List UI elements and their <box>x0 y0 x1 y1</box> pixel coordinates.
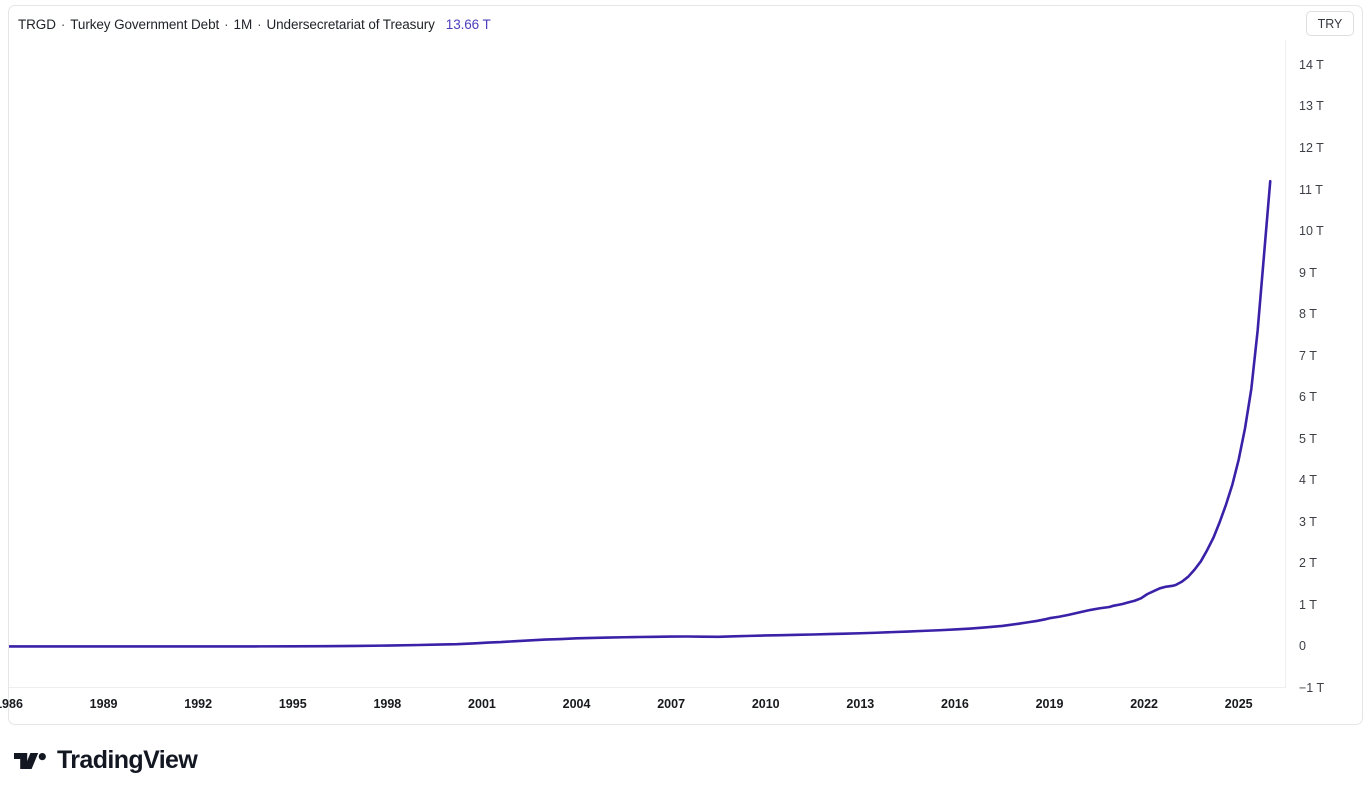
x-axis-label: 2010 <box>751 697 780 711</box>
series-canvas <box>9 179 1272 648</box>
x-axis-label: 2007 <box>657 697 686 711</box>
x-axis-label: 1995 <box>278 697 307 711</box>
y-axis-label: −1 T <box>1299 681 1325 695</box>
y-axis-label: 8 T <box>1299 307 1317 322</box>
tradingview-logo-icon <box>14 752 46 769</box>
y-axis-label: 4 T <box>1299 473 1317 488</box>
series-line-debt <box>9 179 1272 648</box>
legend-separator-3: · <box>257 16 262 32</box>
y-axis-label: 11 T <box>1299 182 1323 197</box>
legend-separator-1: · <box>60 16 66 32</box>
x-axis-label: 2016 <box>941 697 969 711</box>
legend-ticker: TRGD <box>18 16 56 32</box>
y-axis-label: 3 T <box>1299 514 1317 529</box>
chart-legend: TRGD · Turkey Government Debt · 1M · Und… <box>18 14 491 34</box>
y-axis-label: 2 T <box>1299 556 1317 571</box>
chart-panel: TRGD · Turkey Government Debt · 1M · Und… <box>0 5 1363 725</box>
y-axis-label: 14 T <box>1299 57 1324 72</box>
y-axis-label: 12 T <box>1299 141 1324 155</box>
y-axis-label: 7 T <box>1299 348 1317 363</box>
y-axis-label: 5 T <box>1299 431 1317 446</box>
plot-area[interactable] <box>9 40 1286 688</box>
legend-source: Undersecretariat of Treasury <box>266 16 435 32</box>
y-axis-label: 6 T <box>1299 390 1317 405</box>
x-axis-label: 2022 <box>1130 697 1159 711</box>
y-axis-label: 0 <box>1299 639 1306 654</box>
tradingview-brand: TradingView <box>14 746 198 774</box>
currency-badge[interactable]: TRY <box>1306 11 1354 36</box>
x-axis-label: 2025 <box>1224 697 1253 711</box>
legend-separator-2: · <box>224 16 229 32</box>
x-axis-label: 1986 <box>0 697 23 711</box>
tradingview-wordmark: TradingView <box>57 746 198 774</box>
y-axis-label: 10 T <box>1299 224 1324 239</box>
time-axis[interactable]: 1986 1989 1992 1995 1998 2001 2004 2007 2010 2013… <box>0 687 1286 724</box>
x-axis-label: 1992 <box>184 697 213 711</box>
y-axis-label: 13 T <box>1299 99 1324 114</box>
legend-interval: 1M <box>233 16 253 32</box>
x-axis-label: 1998 <box>373 697 402 711</box>
legend-description: Turkey Government Debt <box>70 16 220 32</box>
x-axis-label: 2001 <box>468 697 496 711</box>
x-axis-label: 2019 <box>1035 697 1064 711</box>
y-axis-label: 9 T <box>1299 265 1317 280</box>
price-axis[interactable]: 14 T 13 T 12 T 11 T 10 T 9 T 8 T 7 T 6 T 5 T 4 T 3 … <box>1285 40 1362 695</box>
x-axis-label: 2013 <box>846 697 875 711</box>
y-axis-label: 1 T <box>1299 597 1317 612</box>
x-axis-label: 2004 <box>562 697 591 711</box>
x-axis-label: 1989 <box>89 697 118 711</box>
legend-last-value: 13.66 T <box>445 16 491 32</box>
